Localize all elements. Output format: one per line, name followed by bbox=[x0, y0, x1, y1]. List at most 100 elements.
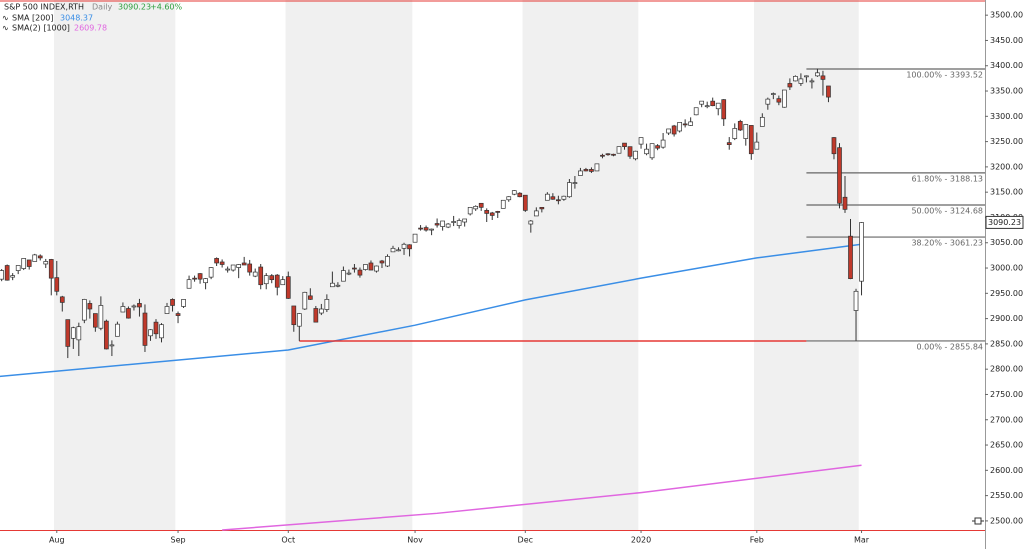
candle-body bbox=[699, 100, 705, 105]
candle-body bbox=[539, 206, 545, 210]
candle-body bbox=[704, 105, 710, 108]
candle-body bbox=[500, 199, 506, 209]
legend: S&P 500 INDEX,RTH Daily 3090.23 +4.60% ∿… bbox=[2, 3, 183, 33]
candle-body bbox=[434, 223, 440, 226]
x-tick-label: Sep bbox=[170, 536, 185, 545]
sma-line bbox=[222, 464, 862, 531]
candle-body bbox=[831, 137, 837, 155]
y-tick-label: 3500.00 bbox=[990, 11, 1023, 20]
y-tick-label: 3050.00 bbox=[990, 238, 1023, 247]
month-band bbox=[285, 0, 413, 530]
candle-body bbox=[583, 169, 589, 172]
symbol: S&P 500 INDEX,RTH bbox=[4, 3, 84, 12]
candle-body bbox=[186, 279, 192, 289]
candle-body bbox=[330, 282, 335, 288]
y-tick-label: 3000.00 bbox=[990, 264, 1023, 273]
candle-body bbox=[561, 195, 567, 200]
candle-body bbox=[666, 128, 671, 134]
candle-body bbox=[726, 142, 732, 145]
candle-body bbox=[104, 320, 109, 350]
candle-body bbox=[109, 344, 115, 347]
candle-body bbox=[363, 264, 368, 270]
candle-body bbox=[346, 272, 352, 275]
y-tick-label: 2650.00 bbox=[990, 441, 1023, 450]
candle-body bbox=[793, 76, 798, 82]
candle-body bbox=[401, 243, 407, 249]
sma-line bbox=[0, 243, 862, 378]
candle-body bbox=[544, 193, 550, 201]
candle-body bbox=[649, 143, 655, 159]
x-tick-label: Feb bbox=[750, 536, 764, 545]
candle-body bbox=[357, 269, 363, 276]
candle-body bbox=[208, 267, 214, 278]
candle-body bbox=[159, 324, 164, 339]
candle-body bbox=[4, 265, 10, 281]
candle-body bbox=[511, 190, 517, 195]
candle-body bbox=[148, 329, 153, 337]
candle-body bbox=[390, 247, 396, 253]
candle-body bbox=[374, 265, 379, 272]
candle-body bbox=[70, 327, 76, 339]
x-tick-label: Dec bbox=[518, 536, 533, 545]
candle-body bbox=[230, 264, 236, 271]
y-tick-label: 2800.00 bbox=[990, 365, 1023, 374]
candle-body bbox=[732, 128, 738, 139]
candle-body bbox=[478, 202, 484, 208]
candle-body bbox=[451, 221, 456, 223]
candle-body bbox=[671, 125, 677, 135]
candle-body bbox=[682, 123, 688, 126]
candle-body bbox=[197, 273, 203, 280]
candle-body bbox=[302, 291, 308, 310]
candle-body bbox=[93, 313, 98, 328]
change: +4.60% bbox=[150, 3, 183, 12]
candle-body bbox=[467, 206, 473, 215]
candle-body bbox=[633, 150, 638, 160]
y-tick-label: 2900.00 bbox=[990, 314, 1023, 323]
bottom-icon bbox=[972, 517, 984, 525]
x-tick-label: 2020 bbox=[631, 536, 651, 545]
candle-body bbox=[715, 102, 721, 110]
last-price-box bbox=[985, 215, 1024, 229]
y-tick-label: 2600.00 bbox=[990, 466, 1023, 475]
candle-body bbox=[578, 170, 583, 176]
candle-body bbox=[225, 268, 230, 271]
candle-body bbox=[754, 141, 760, 150]
candle-body bbox=[605, 153, 611, 156]
candle-body bbox=[787, 83, 793, 88]
y-tick-label: 3350.00 bbox=[990, 87, 1023, 96]
background bbox=[54, 0, 859, 530]
candle-body bbox=[54, 277, 60, 292]
candle-body bbox=[81, 299, 87, 321]
candle-body bbox=[440, 220, 445, 227]
last-price: 3090.23 bbox=[118, 3, 151, 12]
candle-body bbox=[589, 169, 594, 172]
candle-body bbox=[710, 100, 716, 107]
candle-body bbox=[556, 199, 561, 202]
candle-body bbox=[412, 233, 418, 243]
icon: ∿ bbox=[2, 14, 9, 23]
y-tick-label: 3450.00 bbox=[990, 36, 1023, 45]
candle-body bbox=[142, 312, 148, 346]
candle-body bbox=[258, 266, 264, 286]
candle-body bbox=[533, 210, 539, 217]
candle-body bbox=[181, 299, 186, 307]
candle-body bbox=[59, 296, 65, 303]
candle-body bbox=[506, 196, 512, 201]
candle-body bbox=[776, 98, 782, 103]
candle-body bbox=[43, 261, 49, 265]
candle-body bbox=[550, 196, 556, 200]
y-tick-label: 2950.00 bbox=[990, 289, 1023, 298]
candle-body bbox=[782, 89, 787, 108]
candle-body bbox=[0, 270, 5, 280]
month-band bbox=[522, 0, 639, 530]
candle-body bbox=[655, 145, 660, 149]
candle-body bbox=[137, 303, 142, 308]
x-tick-label: Oct bbox=[281, 536, 295, 545]
candle-body bbox=[429, 228, 434, 231]
candle-body bbox=[616, 146, 622, 154]
fib-label: 100.00% - 3393.52 bbox=[906, 71, 983, 80]
candle-body bbox=[418, 227, 423, 230]
candle-body bbox=[688, 121, 694, 126]
candle-body bbox=[622, 142, 627, 148]
candle-body bbox=[368, 262, 374, 271]
